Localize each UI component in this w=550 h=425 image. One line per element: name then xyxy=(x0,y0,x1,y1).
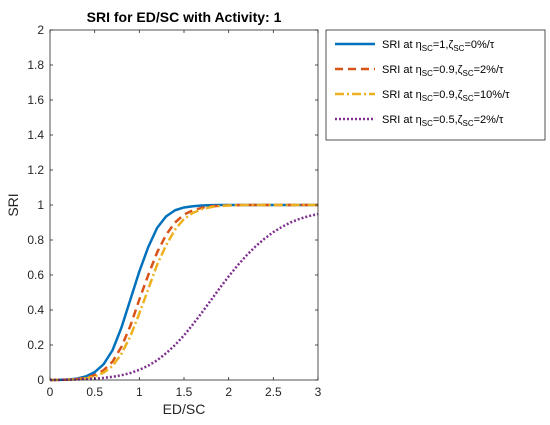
legend-label-1: SRI at ηSC=1,ζSC=0%/τ xyxy=(382,39,495,53)
y-tick-label: 0.8 xyxy=(27,233,44,247)
x-tick-label: 2 xyxy=(225,385,232,399)
y-tick-label: 1.8 xyxy=(27,58,44,72)
x-tick-label: 1 xyxy=(136,385,143,399)
x-tick-label: 3 xyxy=(315,385,322,399)
legend-label-4: SRI at ηSC=0.5,ζSC=2%/τ xyxy=(382,114,504,128)
x-tick-label: 1.5 xyxy=(176,385,193,399)
y-tick-label: 1.4 xyxy=(27,128,44,142)
y-tick-label: 0 xyxy=(37,373,44,387)
y-tick-label: 1 xyxy=(37,198,44,212)
series-line-1 xyxy=(49,203,318,382)
y-tick-label: 0.4 xyxy=(27,303,44,317)
y-tick-label: 2 xyxy=(37,23,44,37)
chart-title: SRI for ED/SC with Activity: 1 xyxy=(87,9,282,25)
y-tick-label: 1.2 xyxy=(27,163,44,177)
x-axis-label: ED/SC xyxy=(163,401,206,417)
y-tick-label: 0.6 xyxy=(27,268,44,282)
legend-items: SRI at ηSC=1,ζSC=0%/τ SRI at ηSC=0.9,ζSC=… xyxy=(335,39,510,128)
y-axis-label: SRI xyxy=(5,193,21,216)
legend: SRI at ηSC=1,ζSC=0%/τ SRI at ηSC=0.9,ζSC=… xyxy=(325,29,546,141)
legend-box xyxy=(325,29,546,141)
y-tick-label: 0.2 xyxy=(27,338,44,352)
x-tick-label: 0.5 xyxy=(86,385,103,399)
legend-label-3: SRI at ηSC=0.9,ζSC=10%/τ xyxy=(382,89,510,103)
series-line-2 xyxy=(49,203,318,382)
y-tick-label: 1.6 xyxy=(27,93,44,107)
x-axis: 0 0.5 1 1.5 2 2.5 3 xyxy=(47,30,322,399)
y-axis: 0 0.2 0.4 0.6 0.8 1 1.2 1.4 1.6 1.8 2 xyxy=(27,23,318,387)
x-tick-label: 2.5 xyxy=(265,385,282,399)
x-tick-label: 0 xyxy=(47,385,54,399)
legend-label-2: SRI at ηSC=0.9,ζSC=2%/τ xyxy=(382,64,504,78)
